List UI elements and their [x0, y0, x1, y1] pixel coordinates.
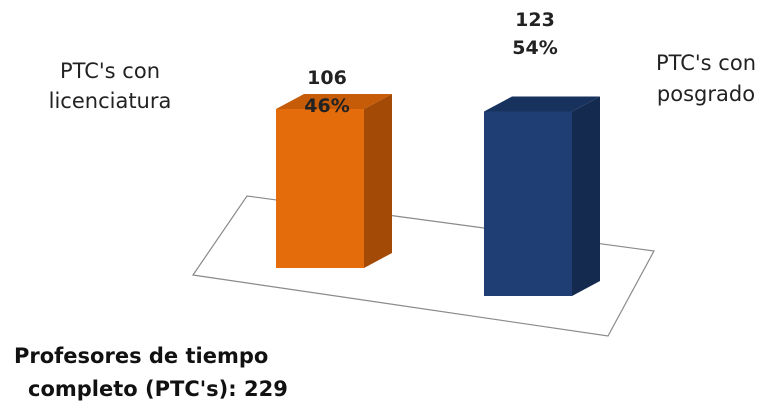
bar-2-side — [572, 96, 600, 296]
category-label-1-line-1: PTC's con — [60, 59, 160, 83]
bar-1-top — [276, 94, 392, 109]
bars-group — [276, 94, 600, 296]
bar-2-top — [484, 96, 600, 112]
chart-title-line-1: Profesores de tiempo — [14, 344, 268, 368]
category-label-2-line-1: PTC's con — [656, 51, 756, 75]
chart-title-line-2: completo (PTC's): 229 — [28, 377, 288, 401]
data-label-value-2: 123 — [515, 9, 555, 31]
bar-1-front — [276, 109, 364, 268]
data-label-percent-2: 54% — [512, 37, 557, 59]
data-label-percent-1: 46% — [304, 95, 349, 117]
bar-1-side — [364, 94, 392, 268]
category-label-2-line-2: posgrado — [657, 82, 755, 106]
data-label-value-1: 106 — [307, 67, 347, 89]
bar-2-front — [484, 111, 572, 296]
category-label-1-line-2: licenciatura — [49, 89, 172, 113]
